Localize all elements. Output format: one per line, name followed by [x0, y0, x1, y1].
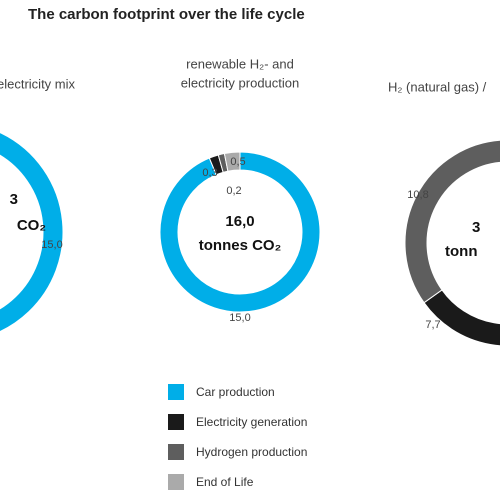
center-label: tonnes CO₂: [199, 237, 282, 254]
donut-segment: [0, 132, 64, 332]
value-label: 15,0: [41, 239, 62, 251]
chart-heading: electricity production: [181, 75, 300, 90]
legend-label: Hydrogen production: [196, 445, 307, 459]
donut-segment: [404, 139, 500, 304]
legend-swatch: [168, 474, 184, 490]
legend-swatch: [168, 444, 184, 460]
center-label: 3: [472, 219, 480, 236]
value-label: 15,0: [229, 312, 250, 324]
center-label: 3: [10, 191, 18, 208]
legend-label: End of Life: [196, 475, 254, 489]
value-label: 10,8: [407, 189, 428, 201]
value-label: 0,3: [202, 167, 217, 179]
legend-label: Electricity generation: [196, 415, 307, 429]
chart-heading: renewable H₂- and: [186, 56, 294, 71]
chart-heading: H₂ (natural gas) /: [388, 79, 487, 94]
donut-segment: [223, 151, 241, 172]
value-label: 7,7: [425, 319, 440, 331]
legend-label: Car production: [196, 385, 275, 399]
chart-title: The carbon footprint over the life cycle: [28, 6, 305, 23]
legend-swatch: [168, 384, 184, 400]
chart-heading: electricity mix: [0, 76, 76, 91]
center-label: CO₂: [17, 217, 46, 234]
value-label: 0,5: [230, 156, 245, 168]
value-label: 0,2: [226, 185, 241, 197]
donut-segment: [159, 151, 321, 313]
legend-swatch: [168, 414, 184, 430]
center-label: tonn: [445, 243, 477, 260]
center-label: 16,0: [225, 213, 254, 230]
